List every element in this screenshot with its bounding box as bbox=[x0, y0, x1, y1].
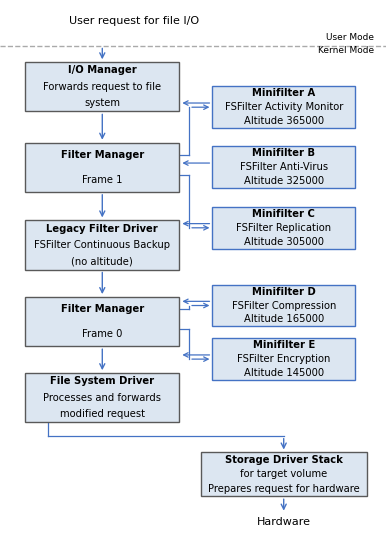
Text: User request for file I/O: User request for file I/O bbox=[69, 17, 200, 26]
Text: Forwards request to file: Forwards request to file bbox=[43, 82, 161, 92]
Text: Altitude 165000: Altitude 165000 bbox=[244, 315, 324, 324]
Text: Frame 0: Frame 0 bbox=[82, 329, 122, 339]
Text: Hardware: Hardware bbox=[257, 517, 311, 527]
FancyBboxPatch shape bbox=[201, 452, 367, 496]
Text: for target volume: for target volume bbox=[240, 470, 327, 479]
Text: (no altitude): (no altitude) bbox=[71, 256, 133, 266]
Text: Kernel Mode: Kernel Mode bbox=[318, 47, 374, 55]
Text: modified request: modified request bbox=[60, 409, 145, 419]
FancyBboxPatch shape bbox=[25, 373, 179, 422]
Text: Minifilter C: Minifilter C bbox=[252, 209, 315, 219]
Text: FSFilter Compression: FSFilter Compression bbox=[232, 301, 336, 310]
Text: Minifilter A: Minifilter A bbox=[252, 88, 315, 98]
Text: FSFilter Continuous Backup: FSFilter Continuous Backup bbox=[34, 240, 170, 250]
Text: Altitude 305000: Altitude 305000 bbox=[244, 237, 324, 247]
Text: File System Driver: File System Driver bbox=[50, 376, 154, 386]
Text: FSFilter Anti-Virus: FSFilter Anti-Virus bbox=[240, 162, 328, 172]
FancyBboxPatch shape bbox=[25, 143, 179, 192]
FancyBboxPatch shape bbox=[25, 297, 179, 346]
FancyBboxPatch shape bbox=[25, 220, 179, 270]
Text: Prepares request for hardware: Prepares request for hardware bbox=[208, 484, 360, 494]
FancyBboxPatch shape bbox=[212, 338, 355, 380]
Text: system: system bbox=[84, 98, 120, 108]
Text: FSFilter Activity Monitor: FSFilter Activity Monitor bbox=[225, 102, 343, 112]
Text: Minifilter B: Minifilter B bbox=[252, 148, 315, 158]
Text: Processes and forwards: Processes and forwards bbox=[43, 393, 161, 403]
Text: Altitude 325000: Altitude 325000 bbox=[244, 176, 324, 186]
Text: Minifilter D: Minifilter D bbox=[252, 287, 316, 296]
Text: Frame 1: Frame 1 bbox=[82, 175, 122, 184]
FancyBboxPatch shape bbox=[212, 285, 355, 326]
Text: Altitude 365000: Altitude 365000 bbox=[244, 116, 324, 126]
Text: Minifilter E: Minifilter E bbox=[252, 340, 315, 350]
Text: Filter Manager: Filter Manager bbox=[61, 304, 144, 314]
Text: Filter Manager: Filter Manager bbox=[61, 150, 144, 160]
Text: FSFilter Encryption: FSFilter Encryption bbox=[237, 354, 330, 364]
Text: Legacy Filter Driver: Legacy Filter Driver bbox=[46, 224, 158, 234]
Text: I/O Manager: I/O Manager bbox=[68, 65, 137, 76]
FancyBboxPatch shape bbox=[212, 146, 355, 188]
Text: User Mode: User Mode bbox=[327, 33, 374, 42]
Text: FSFilter Replication: FSFilter Replication bbox=[236, 223, 331, 233]
Text: Storage Driver Stack: Storage Driver Stack bbox=[225, 455, 343, 465]
FancyBboxPatch shape bbox=[212, 207, 355, 249]
FancyBboxPatch shape bbox=[25, 62, 179, 111]
FancyBboxPatch shape bbox=[212, 86, 355, 128]
Text: Altitude 145000: Altitude 145000 bbox=[244, 368, 324, 378]
